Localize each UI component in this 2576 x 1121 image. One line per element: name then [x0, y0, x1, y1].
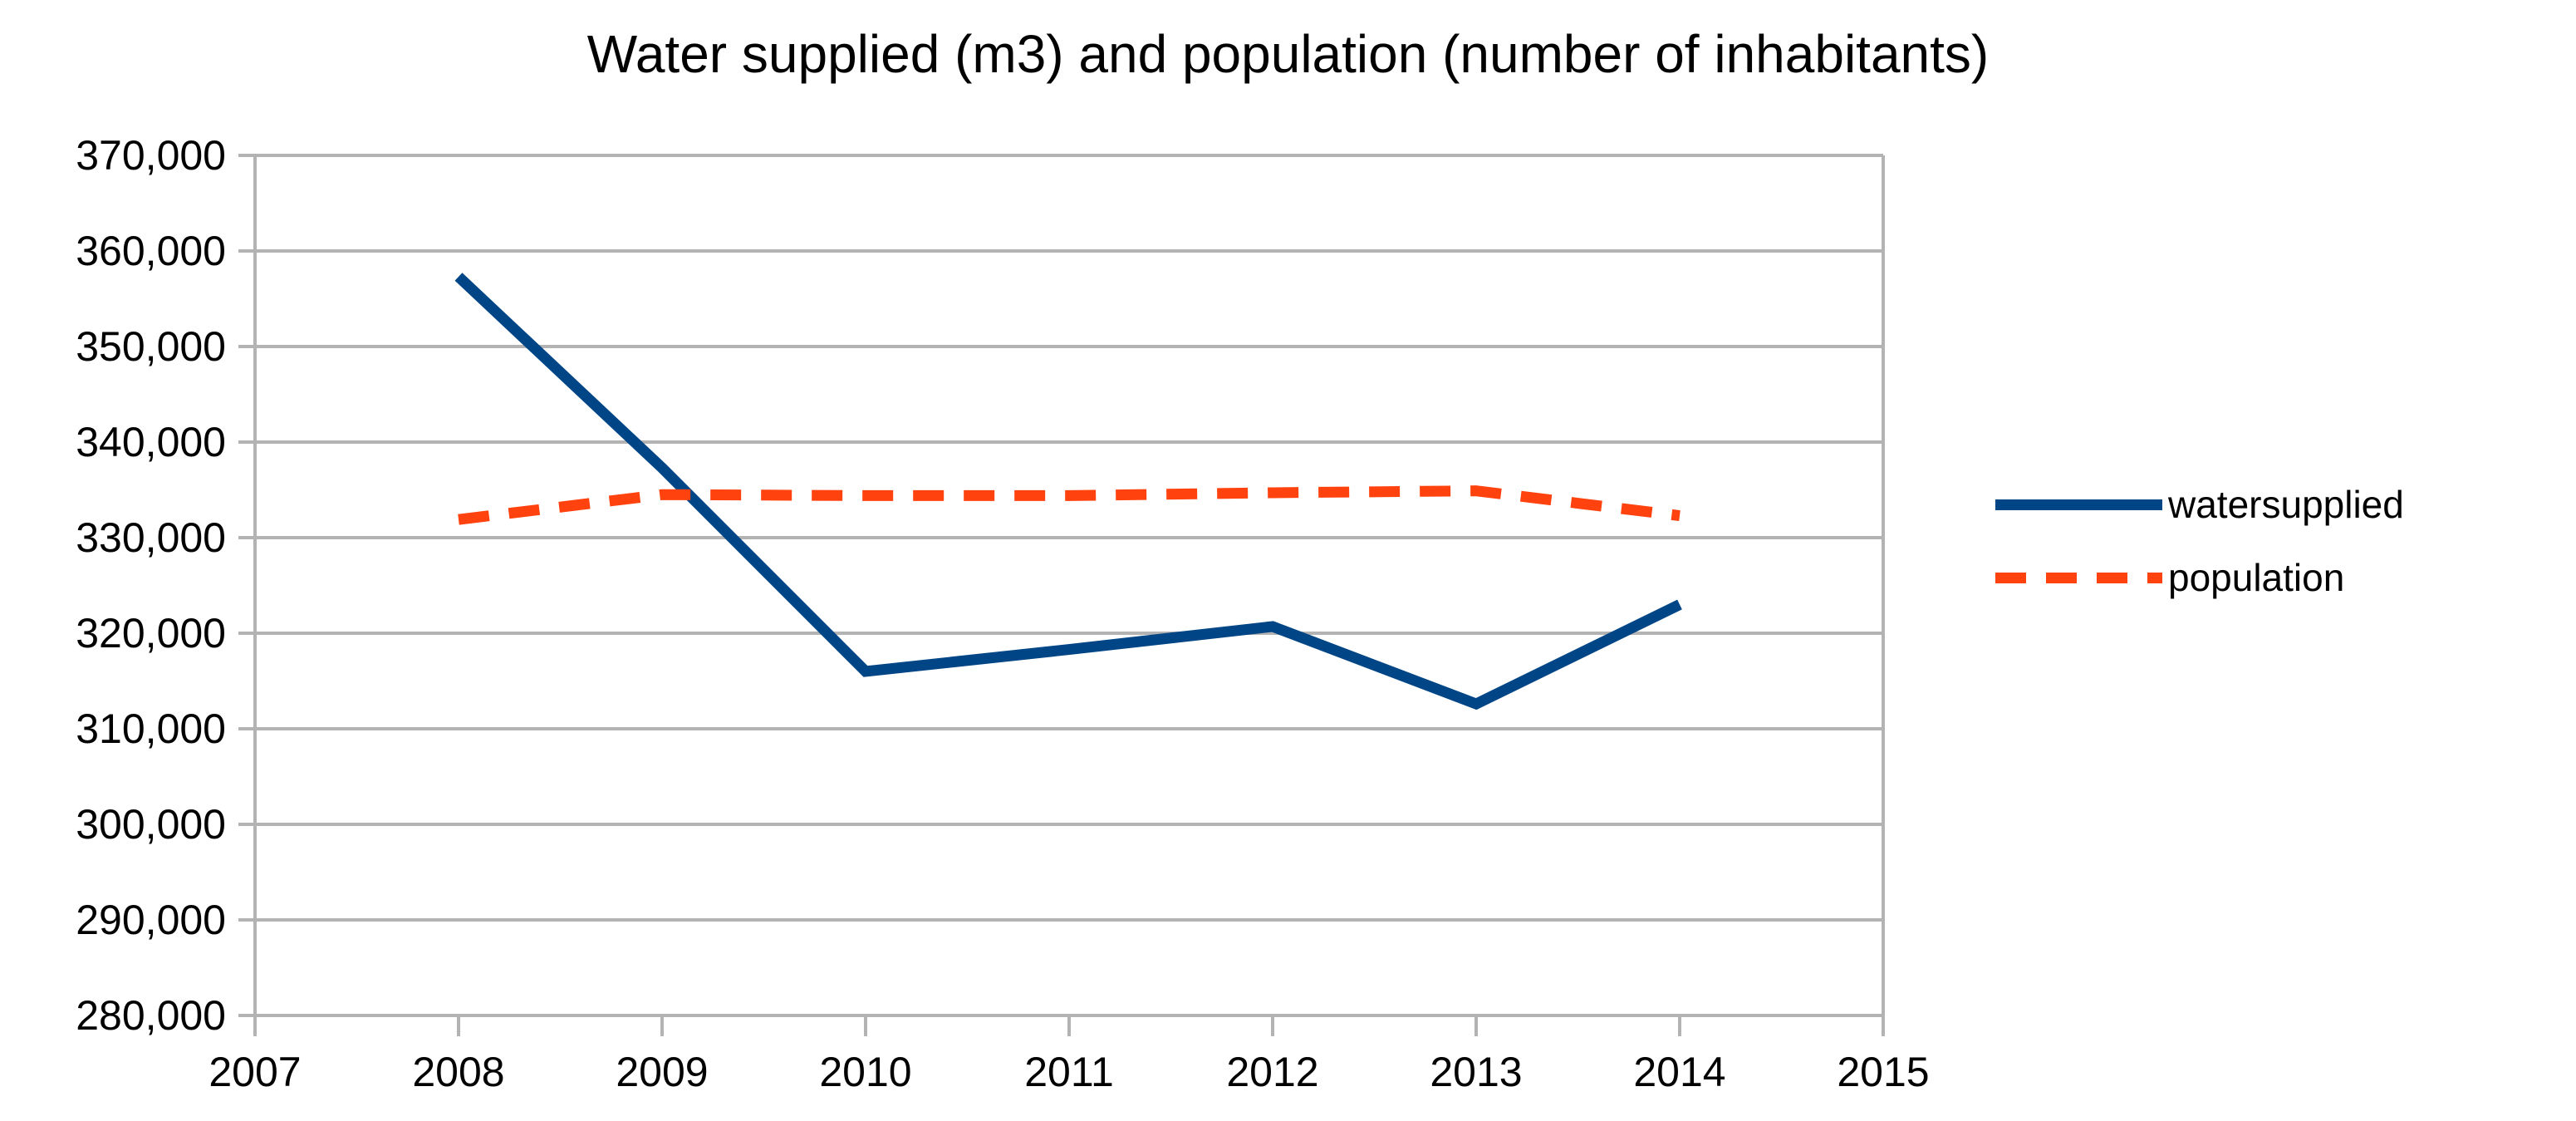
- x-axis-tick-label: 2013: [1430, 1049, 1523, 1095]
- y-axis-tick-label: 360,000: [76, 228, 226, 274]
- chart-legend: watersupplied population: [1995, 468, 2404, 614]
- legend-item-population: population: [1995, 541, 2404, 614]
- x-axis-tick-label: 2011: [1024, 1049, 1114, 1095]
- watersupplied-line-sample: [1995, 499, 2162, 510]
- y-axis-tick-label: 310,000: [76, 706, 226, 752]
- population-line-sample: [1995, 572, 2162, 583]
- x-axis-tick-label: 2007: [209, 1049, 302, 1095]
- x-axis-tick-label: 2015: [1837, 1049, 1930, 1095]
- x-axis-tick-label: 2010: [819, 1049, 912, 1095]
- legend-label-watersupplied: watersupplied: [2168, 483, 2404, 526]
- x-axis-tick-label: 2012: [1226, 1049, 1319, 1095]
- legend-label-population: population: [2168, 556, 2345, 599]
- y-axis-tick-label: 370,000: [76, 132, 226, 179]
- x-axis-tick-label: 2014: [1633, 1049, 1726, 1095]
- series-line-watersupplied: [454, 273, 1682, 710]
- y-axis-tick-label: 350,000: [76, 323, 226, 370]
- y-axis-tick-label: 320,000: [76, 610, 226, 656]
- y-axis-tick-label: 340,000: [76, 419, 226, 465]
- x-axis-tick-label: 2009: [616, 1049, 709, 1095]
- y-axis-tick-label: 280,000: [76, 992, 226, 1039]
- legend-item-watersupplied: watersupplied: [1995, 468, 2404, 541]
- chart-title: Water supplied (m3) and population (numb…: [586, 24, 1990, 84]
- x-axis-tick-label: 2008: [412, 1049, 505, 1095]
- y-axis-tick-label: 290,000: [76, 897, 226, 943]
- series-line-population: [458, 485, 1681, 525]
- y-axis-tick-label: 330,000: [76, 514, 226, 561]
- y-axis-tick-label: 300,000: [76, 801, 226, 848]
